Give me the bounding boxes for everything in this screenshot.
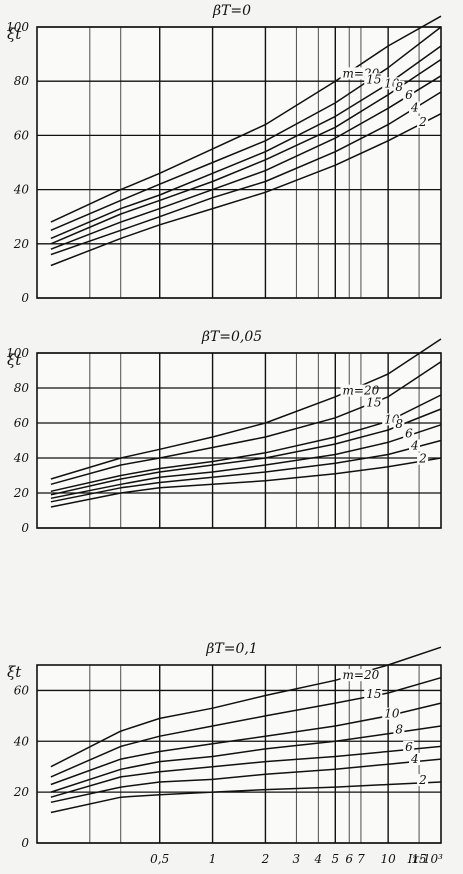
series-label: 4 bbox=[410, 100, 419, 114]
series-label: 4 bbox=[410, 752, 419, 766]
x-axis-label: Iτ·10³ bbox=[407, 852, 443, 866]
series-label: 6 bbox=[405, 427, 413, 441]
series-label: 4 bbox=[410, 438, 419, 452]
y-axis-label: ξt bbox=[7, 25, 22, 43]
y-tick-label: 40 bbox=[13, 183, 30, 197]
series-line bbox=[50, 58, 442, 245]
series-label-bg bbox=[382, 707, 401, 720]
series-line bbox=[50, 424, 442, 500]
series-label-bg bbox=[409, 439, 421, 452]
series-line bbox=[50, 725, 442, 793]
y-tick-label: 0 bbox=[21, 836, 29, 850]
x-tick-label: 4 bbox=[313, 852, 322, 866]
chart-title: βT=0 bbox=[212, 3, 251, 19]
series-label: 15 bbox=[366, 687, 381, 701]
chart-title: βT=0,05 bbox=[201, 329, 262, 345]
series-line bbox=[50, 15, 442, 223]
series-label-bg bbox=[340, 384, 373, 397]
series-label-bg bbox=[364, 396, 383, 409]
series-line bbox=[50, 338, 442, 480]
series-line bbox=[50, 457, 442, 508]
series-label-bg bbox=[393, 723, 405, 736]
series-label-bg bbox=[409, 101, 421, 114]
y-axis-label: ξt bbox=[7, 351, 22, 369]
y-tick-label: 40 bbox=[13, 451, 30, 465]
y-axis-label: ξt bbox=[7, 663, 22, 681]
x-tick-label: 5 bbox=[331, 852, 339, 866]
series-label-bg bbox=[403, 88, 415, 101]
series-label: m=20 bbox=[343, 668, 380, 682]
plot-frame bbox=[36, 352, 442, 529]
x-tick-label: 10 bbox=[381, 852, 397, 866]
y-tick-label: 0 bbox=[21, 521, 29, 535]
x-tick-label: 0,5 bbox=[150, 852, 169, 866]
series-line bbox=[50, 91, 442, 256]
series-label: 2 bbox=[418, 452, 427, 466]
series-line bbox=[50, 702, 442, 786]
y-tick-label: 40 bbox=[13, 734, 30, 748]
y-tick-label: 20 bbox=[13, 785, 30, 799]
y-tick-label: 80 bbox=[14, 381, 30, 395]
series-line bbox=[50, 781, 442, 814]
y-tick-label: 60 bbox=[14, 683, 30, 697]
y-tick-label: 60 bbox=[14, 416, 30, 430]
y-tick-label: 80 bbox=[14, 74, 30, 88]
series-line bbox=[50, 394, 442, 493]
series-line bbox=[50, 646, 442, 768]
y-tick-label: 100 bbox=[6, 346, 29, 360]
series-line bbox=[50, 758, 442, 804]
series-label: 8 bbox=[395, 80, 403, 94]
series-line bbox=[50, 439, 442, 503]
series-label: 6 bbox=[405, 740, 413, 754]
series-label-bg bbox=[393, 80, 405, 93]
y-tick-label: 20 bbox=[13, 237, 30, 251]
x-tick-label: 2 bbox=[261, 852, 270, 866]
series-line bbox=[50, 75, 442, 250]
series-label: 2 bbox=[418, 115, 427, 129]
series-label-bg bbox=[364, 688, 383, 701]
series-line bbox=[50, 45, 442, 240]
series-label: 15 bbox=[366, 72, 381, 86]
x-tick-label: 7 bbox=[357, 852, 365, 866]
series-label: 8 bbox=[395, 723, 403, 737]
series-label: 2 bbox=[418, 773, 427, 787]
series-line bbox=[50, 408, 442, 496]
series-label-bg bbox=[417, 115, 429, 128]
series-label-bg bbox=[409, 752, 421, 765]
y-tick-label: 20 bbox=[13, 486, 30, 500]
series-line bbox=[50, 745, 442, 798]
series-label: 15 bbox=[366, 395, 381, 409]
series-label: m=20 bbox=[343, 384, 380, 398]
series-label-bg bbox=[364, 73, 383, 86]
series-label-bg bbox=[417, 774, 429, 787]
y-tick-label: 60 bbox=[14, 128, 30, 142]
series-label: 10 bbox=[384, 707, 400, 721]
x-tick-label: 1 bbox=[209, 852, 217, 866]
series-label-bg bbox=[417, 452, 429, 465]
y-tick-label: 100 bbox=[6, 20, 29, 34]
x-tick-label: 15 bbox=[411, 852, 426, 866]
series-label: 6 bbox=[405, 88, 413, 102]
x-tick-label: 3 bbox=[293, 852, 301, 866]
series-label-bg bbox=[403, 427, 415, 440]
series-line bbox=[50, 113, 442, 267]
x-tick-label: 6 bbox=[345, 852, 353, 866]
series-label-bg bbox=[393, 418, 405, 431]
series-label-bg bbox=[403, 740, 415, 753]
y-tick-label: 0 bbox=[21, 291, 29, 305]
series-label: 8 bbox=[395, 417, 403, 431]
series-label-bg bbox=[340, 669, 373, 682]
chart-title: βT=0,1 bbox=[205, 641, 257, 657]
